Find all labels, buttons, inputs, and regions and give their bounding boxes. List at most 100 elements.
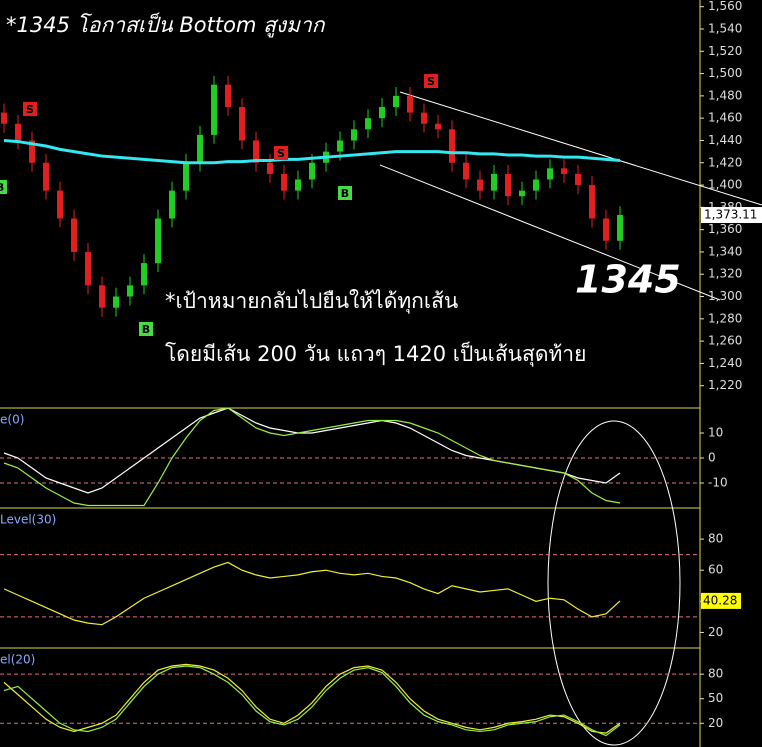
y-tick-label: 1,520 bbox=[708, 44, 742, 58]
annotation: โดยมีเส้น 200 วัน แถวๆ 1420 เป็นเส้นสุดท… bbox=[165, 340, 586, 367]
sell-badge bbox=[23, 102, 37, 116]
candle-body bbox=[547, 168, 553, 180]
value-badge bbox=[701, 592, 741, 609]
buy-badge bbox=[338, 186, 352, 200]
candle-body bbox=[211, 84, 217, 135]
candle-body bbox=[519, 190, 525, 197]
y-tick-label: 80 bbox=[708, 667, 723, 681]
candle-body bbox=[533, 179, 539, 191]
y-tick-label: 20 bbox=[708, 625, 723, 639]
y-tick-label: 1,220 bbox=[708, 378, 742, 392]
badge-text: S bbox=[427, 75, 435, 88]
y-tick-label: 1,560 bbox=[708, 0, 742, 13]
candle-body bbox=[183, 162, 189, 191]
panel bbox=[0, 663, 700, 737]
y-tick-label: 1,360 bbox=[708, 222, 742, 236]
series-line bbox=[3, 665, 621, 737]
candle-body bbox=[365, 118, 371, 130]
candle-body bbox=[477, 179, 483, 191]
candle-body bbox=[603, 218, 609, 241]
y-tick-label: 1,320 bbox=[708, 267, 742, 281]
candle-body bbox=[435, 123, 441, 130]
badge-text: B bbox=[142, 323, 150, 336]
badges: S S S B B B bbox=[0, 74, 438, 336]
candle-body bbox=[85, 251, 91, 286]
buy-badge bbox=[0, 180, 7, 194]
candle-body bbox=[561, 168, 567, 174]
y-tick-label: 20 bbox=[708, 716, 723, 730]
candle-body bbox=[309, 162, 315, 180]
price-badge bbox=[701, 207, 762, 224]
panel-label: e(0) bbox=[0, 413, 24, 427]
y-tick-label: 50 bbox=[708, 691, 723, 705]
candle-body bbox=[421, 112, 427, 124]
buy-badge bbox=[139, 322, 153, 336]
panel bbox=[0, 408, 700, 507]
chart-title: *1345 โอกาสเป็น Bottom สูงมาก bbox=[6, 12, 326, 38]
y-tick-label: 1,460 bbox=[708, 111, 742, 125]
candle-body bbox=[505, 173, 511, 197]
y-tick-label: 1,340 bbox=[708, 244, 742, 258]
candle-body bbox=[1, 112, 7, 124]
candle-body bbox=[225, 84, 231, 108]
candle-body bbox=[127, 285, 133, 297]
candle-body bbox=[407, 95, 413, 113]
badge-text: B bbox=[341, 187, 349, 200]
value-badge-text: 40.28 bbox=[703, 593, 737, 607]
trend-line bbox=[379, 164, 721, 301]
annotation: 1345 bbox=[575, 258, 681, 302]
y-tick-label: 1,440 bbox=[708, 133, 742, 147]
candle-body bbox=[337, 140, 343, 152]
y-tick-label: 1,480 bbox=[708, 88, 742, 102]
panel-label: Level(30) bbox=[0, 513, 56, 527]
panel bbox=[1, 75, 623, 317]
candle-body bbox=[295, 179, 301, 191]
y-tick-label: 1,260 bbox=[708, 334, 742, 348]
series-line bbox=[3, 408, 621, 507]
y-tick-label: 1,280 bbox=[708, 311, 742, 325]
candle-body bbox=[15, 123, 21, 141]
y-tick-label: 1,400 bbox=[708, 178, 742, 192]
badge-text: B bbox=[0, 181, 4, 194]
sell-badge bbox=[424, 74, 438, 88]
badge-text: S bbox=[26, 103, 34, 116]
y-tick-label: 1,420 bbox=[708, 155, 742, 169]
badge-text: S bbox=[277, 147, 285, 160]
y-tick-label: 1,500 bbox=[708, 66, 742, 80]
candle-body bbox=[239, 107, 245, 141]
candle-body bbox=[113, 296, 119, 308]
sell-badge bbox=[274, 146, 288, 160]
series-line bbox=[3, 138, 621, 165]
candle-body bbox=[99, 285, 105, 308]
series-line bbox=[3, 663, 621, 734]
candle-body bbox=[43, 162, 49, 191]
annotation: *เป้าหมายกลับไปยืนให้ได้ทุกเส้น bbox=[165, 289, 458, 314]
trend-line bbox=[399, 91, 762, 206]
candle-body bbox=[29, 140, 35, 163]
candle-body bbox=[379, 107, 385, 119]
candle-body bbox=[141, 263, 147, 286]
y-tick-label: -10 bbox=[708, 476, 728, 490]
series-line bbox=[3, 561, 621, 626]
y-tick-label: 1,300 bbox=[708, 289, 742, 303]
candle-body bbox=[197, 134, 203, 163]
y-tick-label: 0 bbox=[708, 451, 716, 465]
candle-body bbox=[491, 173, 497, 191]
candle-body bbox=[71, 218, 77, 252]
y-tick-label: 10 bbox=[708, 426, 723, 440]
candle-body bbox=[575, 173, 581, 186]
y-tick-label: 60 bbox=[708, 563, 723, 577]
y-tick-label: 80 bbox=[708, 532, 723, 546]
candle-body bbox=[393, 95, 399, 108]
candle-body bbox=[267, 162, 273, 174]
candle-body bbox=[57, 190, 63, 219]
candle-body bbox=[463, 162, 469, 180]
candle-body bbox=[589, 185, 595, 219]
candle-body bbox=[169, 190, 175, 219]
candle-body bbox=[253, 140, 259, 163]
y-tick-label: 1,540 bbox=[708, 21, 742, 35]
y-tick-label: 1,240 bbox=[708, 356, 742, 370]
candle-body bbox=[351, 129, 357, 141]
panel-label: el(20) bbox=[0, 653, 35, 667]
